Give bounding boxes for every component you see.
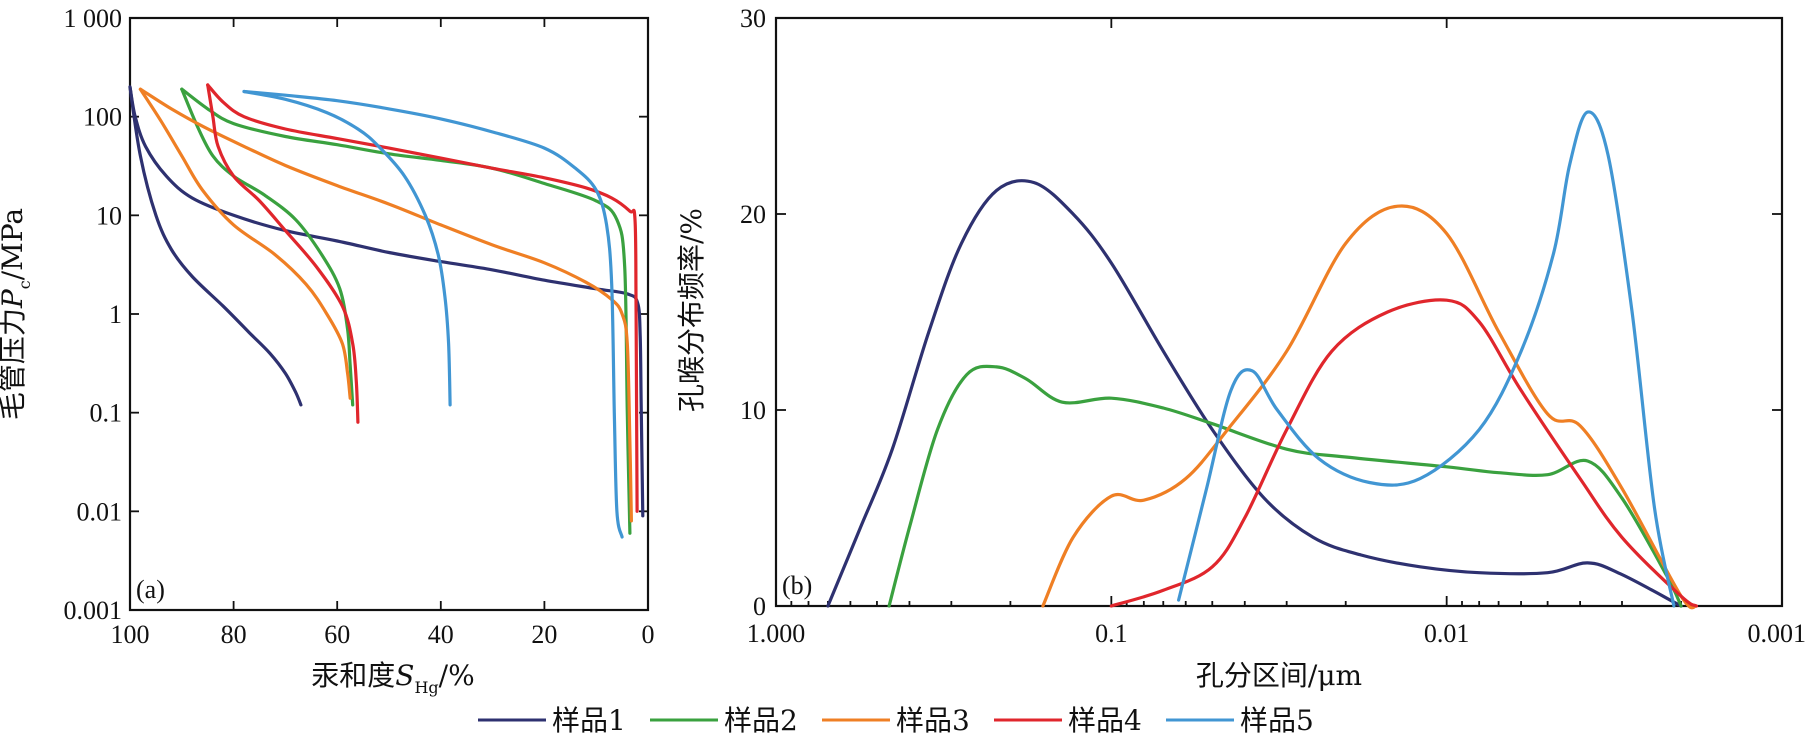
b-xtick-label: 0.01 bbox=[1424, 619, 1470, 648]
legend-label-s4: 样品4 bbox=[1068, 704, 1142, 737]
b-xtick-label: 0.1 bbox=[1095, 619, 1128, 648]
panel-b-frame bbox=[774, 16, 1784, 608]
panel-a-ylabel: 毛管压力Pc/MPa bbox=[0, 208, 34, 420]
a-curve-s4-intrusion bbox=[206, 83, 639, 513]
a-xtick-label: 80 bbox=[221, 620, 247, 649]
b-curve-s2 bbox=[887, 364, 1683, 608]
a-xtick-label: 60 bbox=[324, 620, 350, 649]
b-xtick-label: 0.001 bbox=[1748, 619, 1807, 648]
a-curve-s5-extrusion bbox=[242, 89, 452, 407]
a-curve-s1-extrusion bbox=[128, 85, 303, 407]
panel-a-frame bbox=[128, 16, 650, 612]
panel-b-label: (b) bbox=[782, 571, 812, 600]
legend-label-s2: 样品2 bbox=[724, 704, 798, 737]
a-curve-s3-intrusion bbox=[138, 87, 633, 523]
b-curve-s4 bbox=[1109, 298, 1698, 608]
a-curve-s2-extrusion bbox=[180, 87, 355, 407]
panel-b-ylabel: 孔喉分布频率/% bbox=[675, 208, 708, 412]
legend-label-s5: 样品5 bbox=[1240, 704, 1314, 737]
a-curve-s1-intrusion bbox=[128, 85, 645, 518]
b-ytick-label: 10 bbox=[740, 396, 766, 425]
panel-b: 0 10 20 30 1.000 0.1 0.01 0.001 (b) 孔喉分布频率/% 孔分… bbox=[675, 4, 1806, 692]
panel-a-label: (a) bbox=[136, 575, 165, 604]
b-ytick-label: 20 bbox=[740, 200, 766, 229]
panel-b-xlabel: 孔分区间/μm bbox=[1196, 659, 1362, 692]
panel-a-xlabel: 汞和度SHg/% bbox=[311, 659, 474, 697]
a-xtick-label: 20 bbox=[531, 620, 557, 649]
b-xtick-label: 1.000 bbox=[747, 619, 806, 648]
panel-b-axes: 0 10 20 30 1.000 0.1 0.01 0.001 bbox=[740, 4, 1806, 648]
a-curve-s4-extrusion bbox=[206, 83, 360, 424]
b-curve-s3 bbox=[1041, 204, 1698, 610]
a-ytick-label: 0.01 bbox=[77, 497, 123, 526]
b-curve-s5 bbox=[1177, 110, 1676, 608]
a-curve-s2-intrusion bbox=[180, 87, 632, 535]
b-ytick-label: 0 bbox=[753, 592, 766, 621]
a-ytick-label: 1 bbox=[109, 300, 122, 329]
a-curve-s5-intrusion bbox=[242, 89, 624, 539]
b-curve-s1 bbox=[826, 179, 1683, 608]
panel-a-curves bbox=[128, 83, 645, 539]
a-ytick-label: 1 000 bbox=[64, 4, 123, 33]
a-xtick-label: 0 bbox=[642, 620, 655, 649]
a-ytick-label: 0.001 bbox=[64, 596, 123, 625]
b-ytick-label: 30 bbox=[740, 4, 766, 33]
panel-b-curves bbox=[826, 110, 1698, 610]
legend: 样品1 样品2 样品3 样品4 样品5 bbox=[478, 704, 1314, 737]
a-ytick-label: 0.1 bbox=[90, 399, 123, 428]
a-ytick-label: 10 bbox=[96, 201, 122, 230]
a-ytick-label: 100 bbox=[83, 103, 122, 132]
a-curve-s3-extrusion bbox=[138, 87, 352, 400]
legend-label-s1: 样品1 bbox=[552, 704, 626, 737]
legend-label-s3: 样品3 bbox=[896, 704, 970, 737]
a-xtick-label: 100 bbox=[111, 620, 150, 649]
a-xtick-label: 40 bbox=[428, 620, 454, 649]
